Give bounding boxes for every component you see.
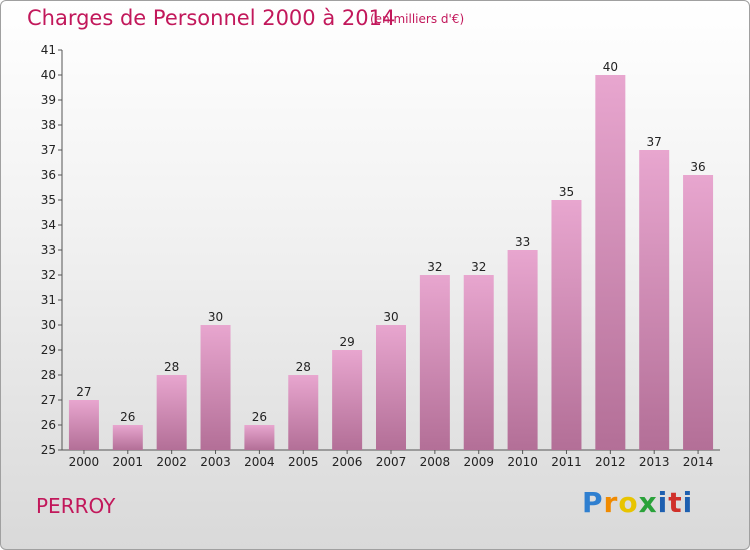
bar-value-label: 36 [690,160,705,174]
y-tick-label: 41 [41,43,56,57]
proxiti-logo[interactable]: Proxiti [582,486,693,519]
logo-letter: x [638,486,658,519]
x-tick-label: 2001 [113,455,144,469]
bar [419,275,450,450]
place-name: PERROY [36,494,116,518]
y-tick-label: 38 [41,118,56,132]
bar-value-label: 26 [252,410,267,424]
x-tick-label: 2003 [200,455,231,469]
y-tick-label: 35 [41,193,56,207]
y-tick-label: 32 [41,268,56,282]
x-tick-label: 2004 [244,455,275,469]
logo-letter: r [603,486,619,519]
bar [68,400,99,450]
bar [112,425,143,450]
y-tick-label: 26 [41,418,56,432]
x-tick-label: 2008 [420,455,451,469]
logo-letter: t [668,486,683,519]
bar-value-label: 29 [339,335,354,349]
y-tick-label: 29 [41,343,56,357]
x-tick-label: 2000 [69,455,100,469]
bar-value-label: 40 [603,60,618,74]
x-tick-label: 2002 [156,455,187,469]
y-tick-label: 34 [41,218,56,232]
y-tick-label: 39 [41,93,56,107]
x-tick-label: 2014 [683,455,714,469]
y-tick-label: 33 [41,243,56,257]
bar-value-label: 35 [559,185,574,199]
bar-value-label: 28 [164,360,179,374]
bar-value-label: 32 [427,260,442,274]
x-tick-label: 2013 [639,455,670,469]
x-tick-label: 2011 [551,455,582,469]
x-tick-label: 2005 [288,455,319,469]
bar-value-label: 26 [120,410,135,424]
x-tick-label: 2009 [463,455,494,469]
logo-letter: i [682,486,694,519]
x-tick-label: 2007 [376,455,407,469]
chart-subtitle: (en milliers d'€) [370,12,465,26]
y-tick-label: 28 [41,368,56,382]
bar [288,375,319,450]
x-tick-label: 2010 [507,455,538,469]
bar [156,375,187,450]
y-tick-label: 30 [41,318,56,332]
bar [200,325,231,450]
bar [551,200,582,450]
x-tick-label: 2006 [332,455,363,469]
chart-title: Charges de Personnel 2000 à 2014 [27,6,396,30]
bar [639,150,670,450]
logo-letter: P [582,486,604,519]
bar [332,350,363,450]
bar-value-label: 33 [515,235,530,249]
bar-value-label: 27 [76,385,91,399]
bar-value-label: 37 [647,135,662,149]
bar-value-label: 32 [471,260,486,274]
logo-letter: i [657,486,669,519]
bar [463,275,494,450]
y-tick-label: 27 [41,393,56,407]
logo-letter: o [618,486,639,519]
bar [507,250,538,450]
y-tick-label: 40 [41,68,56,82]
y-tick-label: 36 [41,168,56,182]
bar-value-label: 30 [208,310,223,324]
bar [376,325,406,450]
y-tick-label: 31 [41,293,56,307]
x-tick-label: 2012 [595,455,626,469]
y-tick-label: 37 [41,143,56,157]
bar [683,175,714,450]
y-tick-label: 25 [41,443,56,457]
bar [595,75,626,450]
bar [244,425,275,450]
bar-value-label: 28 [296,360,311,374]
bar-value-label: 30 [383,310,398,324]
